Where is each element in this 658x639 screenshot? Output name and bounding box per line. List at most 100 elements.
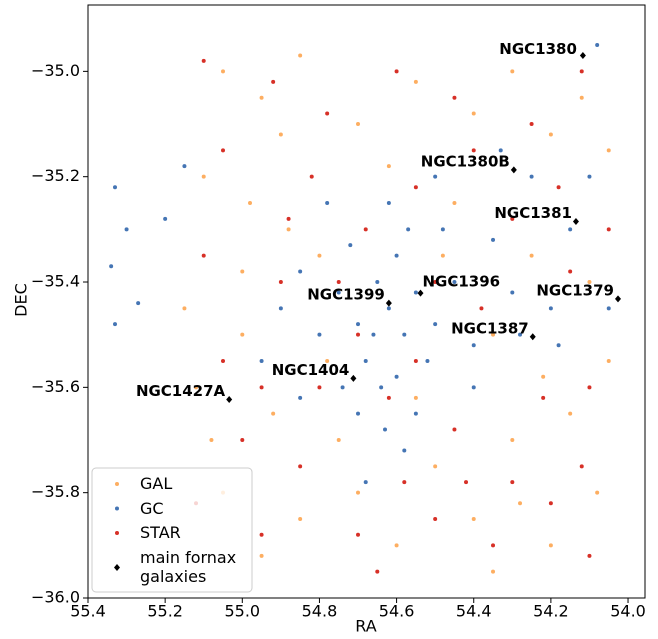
point	[406, 227, 411, 232]
point	[471, 343, 476, 348]
y-tick-label: −35.0	[31, 61, 80, 80]
point	[298, 269, 303, 274]
point	[541, 374, 546, 379]
point	[356, 332, 361, 337]
point	[386, 201, 391, 206]
y-tick-label: −35.4	[31, 272, 80, 291]
point	[452, 280, 457, 285]
point	[317, 385, 322, 390]
galaxy-point	[579, 52, 586, 60]
point	[510, 290, 515, 295]
point	[201, 174, 206, 179]
point	[309, 174, 314, 179]
point	[336, 438, 341, 443]
point	[568, 411, 573, 416]
point	[325, 111, 330, 116]
point	[587, 280, 592, 285]
point	[413, 359, 418, 364]
galaxy-label: NGC1396	[423, 273, 501, 291]
point	[356, 122, 361, 127]
point	[271, 411, 276, 416]
point	[221, 148, 226, 153]
point	[298, 53, 303, 58]
point	[498, 148, 503, 153]
point	[259, 359, 264, 364]
point	[340, 385, 345, 390]
point	[568, 227, 573, 232]
y-tick-label: −35.8	[31, 482, 80, 501]
point	[375, 569, 380, 574]
point	[194, 385, 199, 390]
point	[413, 395, 418, 400]
point	[248, 201, 253, 206]
point	[471, 148, 476, 153]
point	[136, 301, 141, 306]
point	[163, 216, 168, 221]
point	[278, 280, 283, 285]
point	[394, 69, 399, 74]
galaxy-label: NGC1380	[499, 40, 577, 58]
point	[491, 569, 496, 574]
point	[518, 501, 523, 506]
x-tick-label: 55.0	[224, 602, 260, 621]
point	[471, 385, 476, 390]
point	[606, 227, 611, 232]
legend-label: GC	[140, 498, 164, 518]
point	[510, 438, 515, 443]
galaxy-label: NGC1387	[451, 319, 529, 337]
point	[259, 95, 264, 100]
galaxy-point	[385, 299, 392, 307]
galaxy-point	[510, 166, 517, 174]
galaxy-label: NGC1381	[494, 204, 572, 222]
point	[259, 532, 264, 537]
point	[298, 464, 303, 469]
point	[556, 343, 561, 348]
point	[259, 385, 264, 390]
x-tick-label: 55.4	[70, 602, 106, 621]
point	[394, 543, 399, 548]
point	[109, 264, 114, 269]
point	[375, 280, 380, 285]
point	[209, 438, 214, 443]
galaxy-point	[614, 295, 621, 303]
point	[556, 185, 561, 190]
point	[386, 306, 391, 311]
x-tick-label: 54.4	[456, 602, 492, 621]
point	[402, 448, 407, 453]
legend-marker	[115, 531, 119, 535]
galaxy-label: NGC1427A	[136, 382, 226, 400]
point	[182, 164, 187, 169]
point	[510, 69, 515, 74]
point	[548, 306, 553, 311]
point	[124, 227, 129, 232]
y-tick-label: −35.2	[31, 166, 80, 185]
point	[271, 79, 276, 84]
point	[579, 464, 584, 469]
point	[471, 111, 476, 116]
point	[452, 427, 457, 432]
point	[386, 395, 391, 400]
legend-entry: GC	[140, 498, 164, 518]
point	[363, 359, 368, 364]
point	[595, 43, 600, 48]
point	[548, 501, 553, 506]
x-tick-label: 55.2	[147, 602, 183, 621]
point	[452, 201, 457, 206]
point	[113, 185, 118, 190]
point	[298, 395, 303, 400]
y-tick-label: −36.0	[31, 588, 80, 607]
point	[491, 332, 496, 337]
point	[413, 411, 418, 416]
point	[402, 332, 407, 337]
galaxy-label: NGC1380B	[421, 152, 510, 170]
point	[348, 243, 353, 248]
point	[363, 480, 368, 485]
point	[356, 411, 361, 416]
legend-entry: GAL	[140, 474, 172, 493]
point	[491, 237, 496, 242]
point	[286, 216, 291, 221]
galaxy-point	[350, 374, 357, 382]
point	[325, 201, 330, 206]
point	[568, 269, 573, 274]
x-tick-label: 54.2	[533, 602, 569, 621]
